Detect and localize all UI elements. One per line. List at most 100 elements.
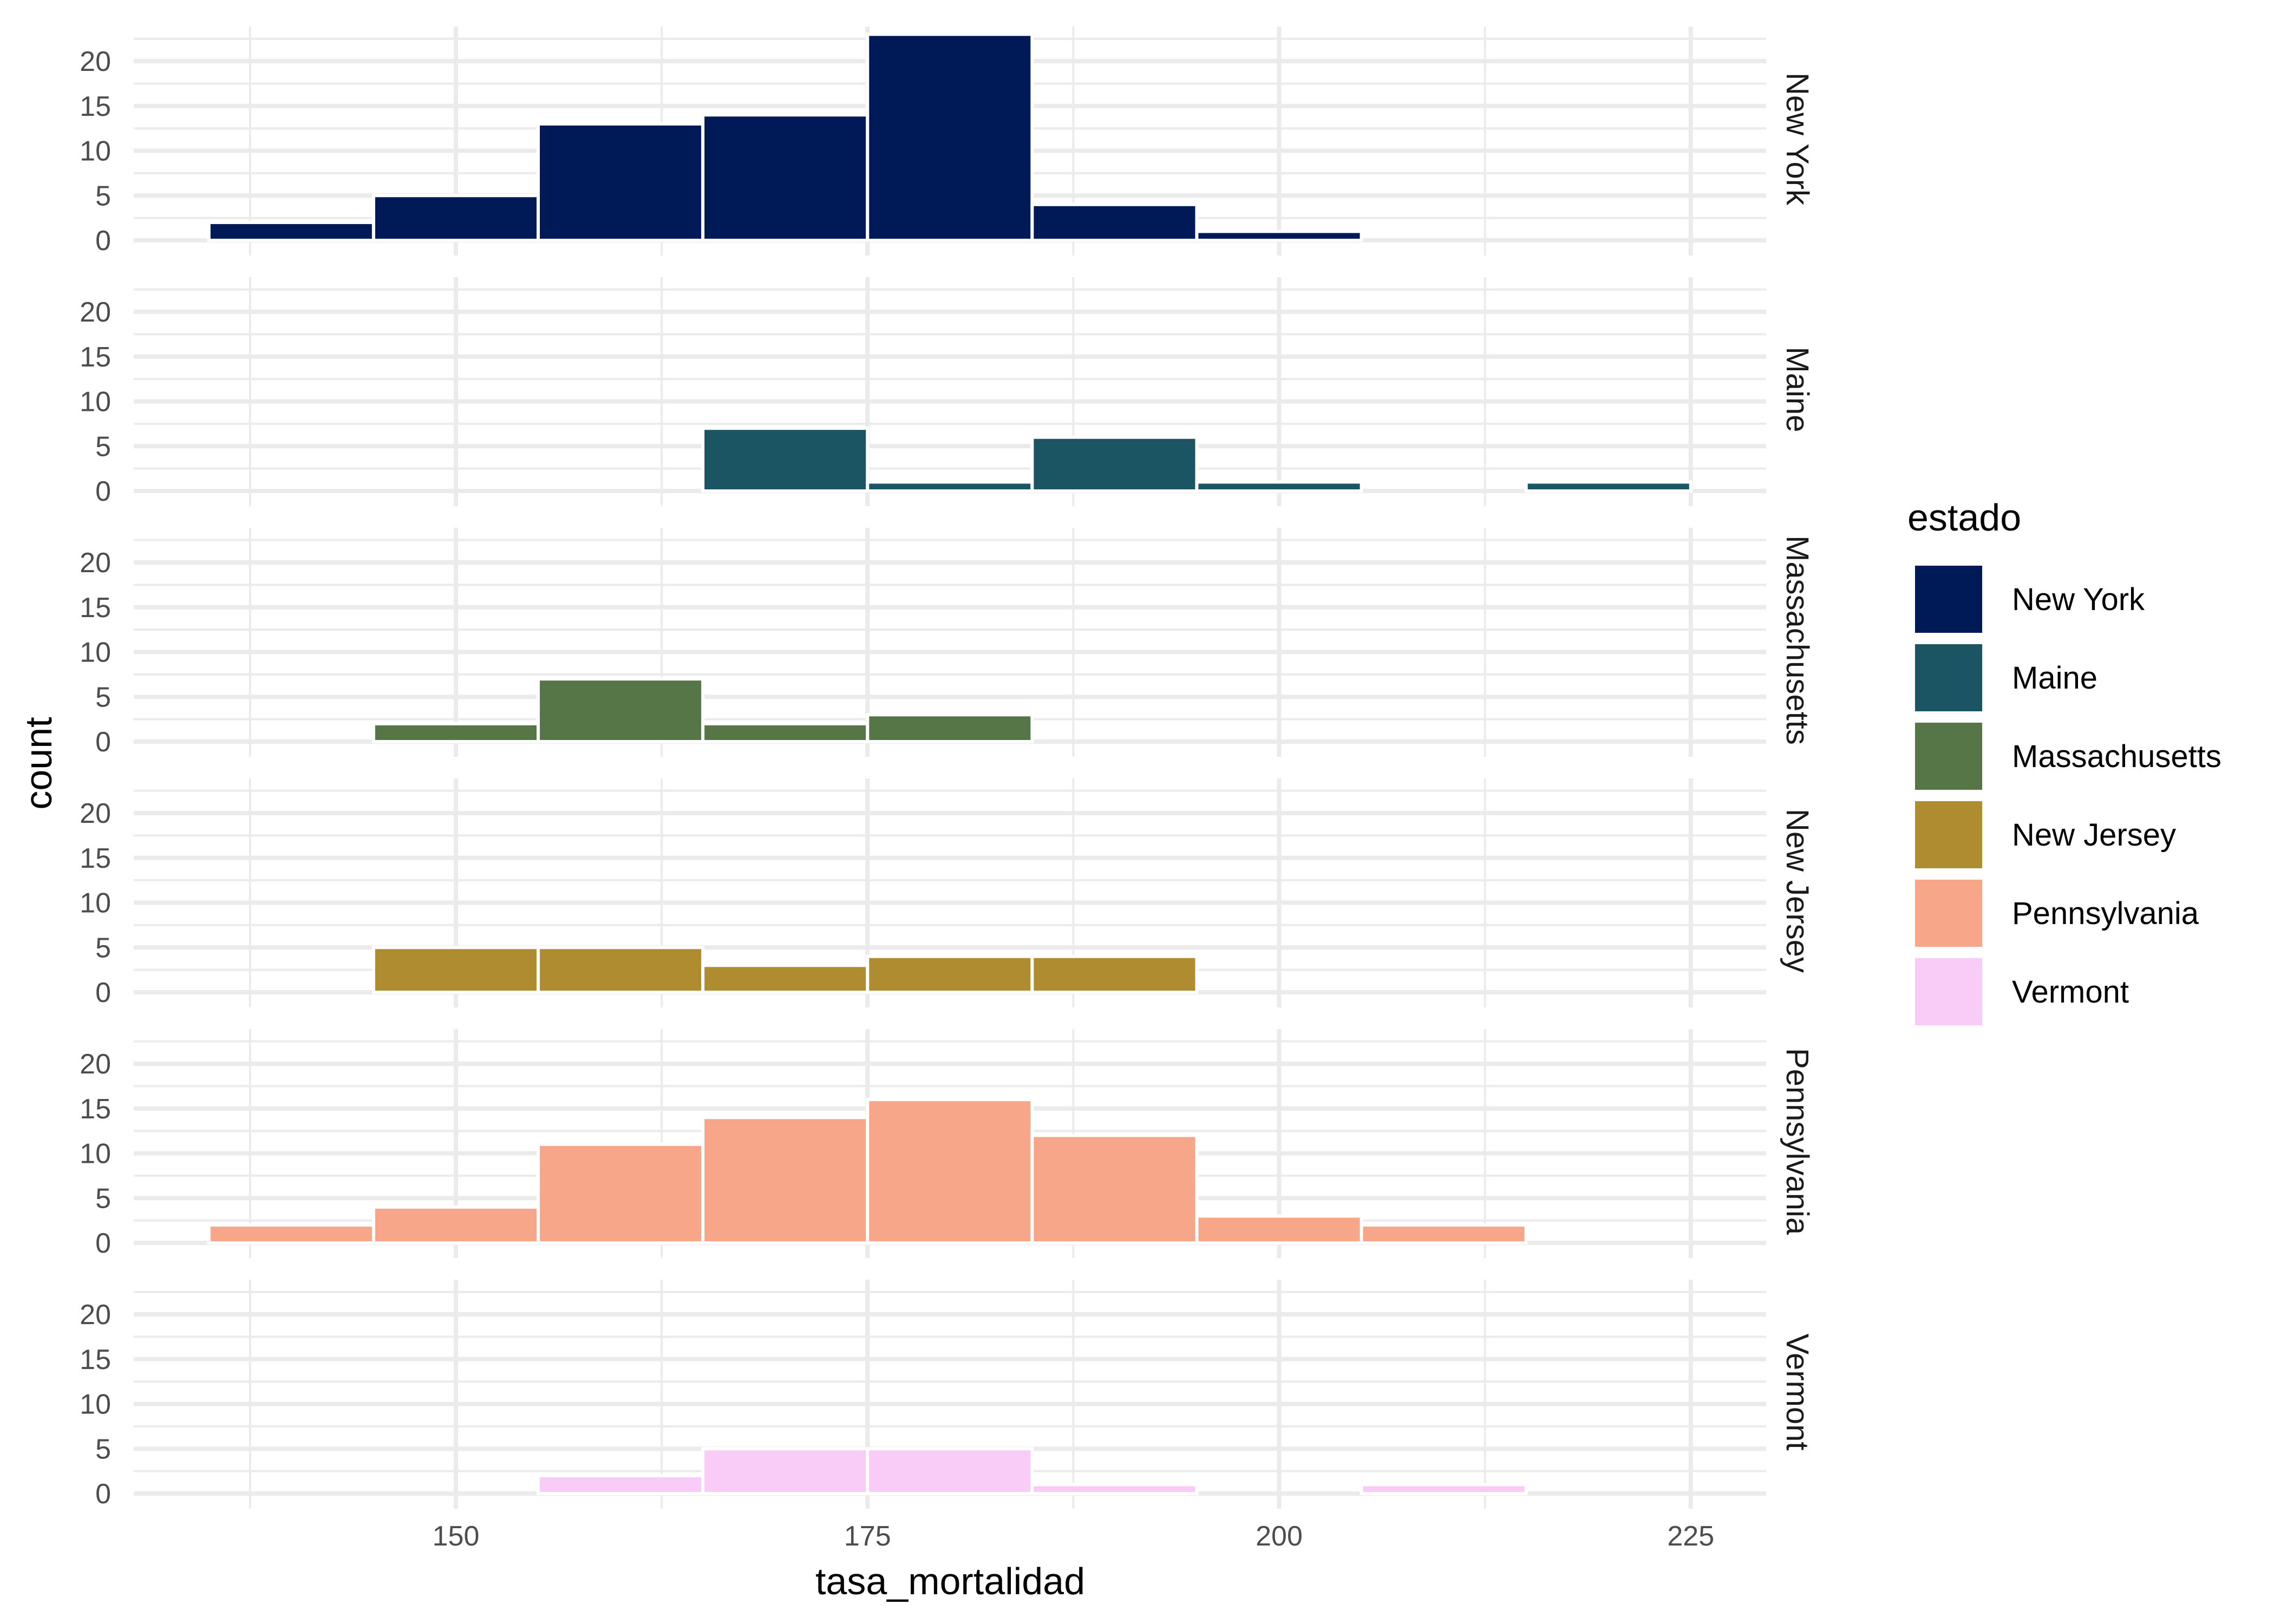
y-axis-tick-labels: 0 5 10 15 20 [80,798,111,1009]
bars-new-jersey [371,946,1199,994]
histogram-bar [207,220,375,242]
y-tick-label: 0 [95,726,111,758]
y-tick-label: 5 [95,1183,111,1214]
y-tick-label: 15 [80,1093,111,1125]
bars-vermont [537,1447,1528,1495]
facet-panel-massachusetts: 0 5 10 15 20 Massachusetts [80,528,1815,758]
legend-items: New York Maine Massachusetts New Jersey Penn… [1915,566,2221,1025]
y-tick-label: 15 [80,342,111,373]
histogram-bar [371,946,540,994]
histogram-bar [701,1116,870,1245]
y-tick-label: 15 [80,592,111,624]
y-axis-tick-labels: 0 5 10 15 20 [80,1049,111,1259]
y-tick-label: 0 [95,476,111,507]
histogram-bar [866,713,1034,743]
y-tick-label: 10 [80,637,111,669]
x-gridlines [249,1280,1693,1509]
legend-item-maine: Maine [1915,644,2097,711]
y-minor-gridlines [134,789,1766,971]
facet-panel-vermont: 0 5 10 15 20 Vermont [80,1280,1815,1510]
legend-label: Vermont [2012,974,2129,1010]
histogram-bar [537,1142,705,1245]
legend-item-pennsylvania: Pennsylvania [1915,880,2199,947]
histogram-bar [866,480,1034,493]
x-axis-title: tasa_mortalidad [815,1560,1085,1602]
histogram-bar [866,954,1034,994]
y-tick-label: 20 [80,1049,111,1080]
x-tick-label: 150 [433,1521,480,1552]
facet-panel-pennsylvania: 0 5 10 15 20 Pennsylvania [80,1029,1815,1259]
histogram-bar [1360,1483,1528,1495]
histogram-bar [701,964,870,994]
legend: estado New York Maine Massachusetts New Jer… [1907,496,2221,1025]
legend-item-vermont: Vermont [1915,958,2129,1025]
y-tick-label: 0 [95,225,111,257]
histogram-bar [866,1447,1034,1495]
histogram-bar [866,1098,1034,1245]
y-minor-gridlines [134,539,1766,721]
y-tick-label: 20 [80,798,111,829]
legend-label: New York [2012,582,2145,617]
legend-item-massachusetts: Massachusetts [1915,723,2221,790]
legend-item-new-jersey: New Jersey [1915,801,2176,868]
y-tick-label: 5 [95,180,111,212]
y-axis-tick-labels: 0 5 10 15 20 [80,297,111,507]
facet-strip-label: Pennsylvania [1780,1048,1815,1235]
x-tick-label: 175 [844,1521,891,1552]
histogram-bar [1030,435,1199,493]
y-tick-label: 20 [80,547,111,579]
y-tick-label: 0 [95,977,111,1009]
y-tick-label: 5 [95,1433,111,1465]
histogram-bar [701,1447,870,1495]
y-tick-label: 20 [80,297,111,328]
x-tick-label: 200 [1256,1521,1303,1552]
y-tick-label: 10 [80,136,111,167]
histogram-bar [207,1223,375,1245]
histogram-bar [1030,202,1199,242]
y-tick-label: 15 [80,1344,111,1376]
legend-item-new-york: New York [1915,566,2145,633]
histogram-bar [537,677,705,744]
bars-massachusetts [371,677,1034,744]
facet-panels: 0 5 10 15 20 New York 0 5 10 15 20 Maine 0 5 10 15 20 Mas… [80,27,1815,1510]
histogram-bar [1195,230,1363,243]
y-tick-label: 20 [80,1299,111,1331]
legend-swatch [1915,958,1982,1025]
y-minor-gridlines [134,1291,1766,1472]
y-tick-label: 10 [80,1138,111,1170]
legend-label: New Jersey [2012,817,2176,853]
legend-title: estado [1907,496,2021,539]
bars-maine [701,427,1693,493]
legend-swatch [1915,644,1982,711]
y-tick-label: 5 [95,682,111,713]
y-tick-label: 0 [95,1478,111,1510]
bars-new-york [207,32,1363,243]
y-tick-label: 10 [80,888,111,919]
legend-label: Massachusetts [2012,739,2221,774]
histogram-bar [1030,954,1199,994]
legend-label: Pennsylvania [2012,896,2199,931]
legend-label: Maine [2012,660,2097,696]
y-tick-label: 10 [80,387,111,418]
facet-strip-label: New Jersey [1780,809,1815,973]
x-axis-tick-labels: 150 175 200 225 [433,1521,1715,1552]
y-axis-tick-labels: 0 5 10 15 20 [80,1299,111,1510]
y-tick-label: 10 [80,1389,111,1420]
facet-panel-new-york: 0 5 10 15 20 New York [80,27,1815,257]
histogram-bar [1195,480,1363,493]
facet-strip-label: Massachusetts [1780,535,1815,745]
facet-panel-maine: 0 5 10 15 20 Maine [80,277,1815,507]
histogram-bar [701,113,870,242]
legend-swatch [1915,723,1982,790]
histogram-bar [1030,1134,1199,1245]
y-major-gridlines [134,310,1766,493]
histogram-bar [371,722,540,744]
legend-swatch [1915,566,1982,633]
y-tick-label: 5 [95,431,111,462]
y-tick-label: 15 [80,843,111,874]
histogram-bar [371,194,540,242]
histogram-bar [1030,1483,1199,1495]
facet-strip-label: Vermont [1780,1334,1815,1451]
bars-pennsylvania [207,1098,1528,1245]
